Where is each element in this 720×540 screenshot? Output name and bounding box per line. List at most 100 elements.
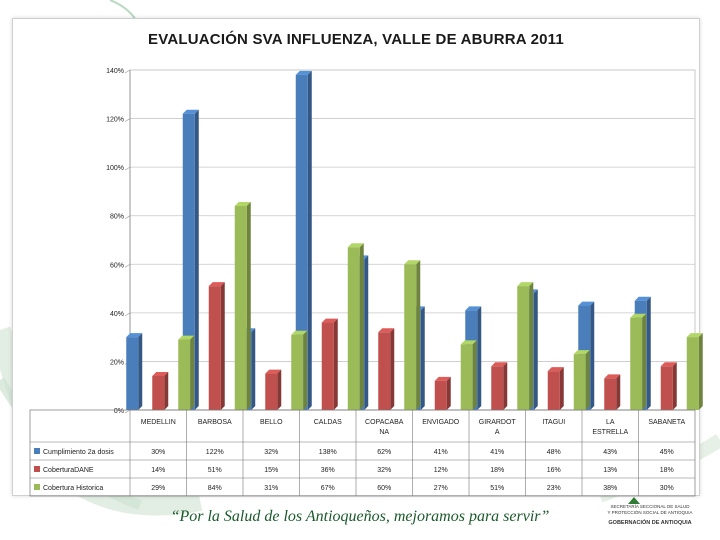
data-label: 30% [660,485,674,492]
data-label: 45% [660,449,674,456]
bar-top [630,313,647,318]
y-tick-mark [124,118,131,122]
bar-top [404,260,421,265]
bar-envigado-s2 [460,344,473,410]
logo-line-2: Y PROTECCIÓN SOCIAL DE ANTIOQUIA [607,510,693,515]
bar-caldas-s2 [347,247,360,410]
bar-side [646,296,651,410]
x-tick-label: BARBOSA [198,419,232,426]
data-label: 27% [434,485,448,492]
data-label: 31% [264,485,278,492]
data-label: 32% [264,449,278,456]
x-tick-label: SABANETA [648,419,685,426]
bar-side [190,335,195,410]
bar-bello-s2 [291,334,304,410]
y-tick-label: 140% [106,68,124,75]
legend-swatch [34,448,40,454]
data-label: 48% [547,449,561,456]
y-tick-mark [124,166,131,171]
bar-side [585,350,590,410]
data-table-frame [29,409,696,497]
bar-top [604,374,621,379]
bar-top [234,202,251,206]
legend-swatch [34,466,40,472]
bar-sabaneta-s2 [686,337,699,410]
bar-top [208,282,225,287]
bar-top [573,350,590,355]
data-label: 41% [434,449,448,456]
bar-top [126,333,143,338]
data-label: 14% [151,467,165,474]
bar-top [182,109,199,114]
x-tick-label: A [495,429,500,436]
bar-top [434,376,451,381]
data-label: 138% [319,449,337,456]
bar-caldas-s0 [295,74,308,410]
y-tick-label: 40% [110,311,124,318]
data-label: 18% [490,467,504,474]
legend-label: CoberturaDANE [43,467,94,474]
bar-side [359,243,364,410]
y-tick-label: 20% [110,359,124,366]
y-tick-label: 100% [106,165,124,172]
bar-side [616,374,621,410]
y-tick-label: 0% [114,408,124,415]
data-label: 15% [264,467,278,474]
bar-side [446,376,451,410]
bar-side [194,109,199,410]
x-tick-label: COPACABA [365,419,404,426]
x-tick-label: NA [379,429,389,436]
data-label: 36% [321,467,335,474]
x-tick-label: MEDELLIN [141,419,176,426]
legend-label: Cobertura Historica [43,485,103,492]
data-label: 51% [490,485,504,492]
bar-girardota-s1 [491,366,504,410]
bar-bello-s1 [265,373,278,410]
footer-slogan: “Por la Salud de los Antioqueños, mejora… [170,508,550,525]
bar-side [246,202,251,410]
bar-top [686,333,703,338]
bar-sabaneta-s1 [660,366,673,410]
x-tick-label: ENVIGADO [422,419,460,426]
chart-title: EVALUACIÓN SVA INFLUENZA, VALLE DE ABURR… [148,31,564,48]
data-label: 60% [377,485,391,492]
bar-medellin-s2 [178,339,191,410]
bar-side [590,301,595,410]
data-label: 16% [547,467,561,474]
bar-top [660,362,677,367]
bar-side [390,328,395,410]
bar-side [533,289,538,410]
bar-side [672,362,677,410]
x-tick-label: GIRARDOT [479,419,517,426]
bar-itagui-s1 [547,371,560,410]
bar-copacabana-s2 [404,264,417,410]
y-tick-mark [124,215,131,219]
bar-envigado-s1 [434,380,447,410]
data-label: 12% [434,467,448,474]
bar-top [178,335,195,340]
bar-top [465,306,482,311]
bar-side [416,260,421,410]
bar-top [265,369,282,374]
bar-side [698,333,703,410]
bar-side [642,313,647,410]
data-label: 67% [321,485,335,492]
bar-la-estrella-s2 [630,317,643,410]
legend-swatch [34,484,40,490]
y-tick-mark [124,409,131,414]
bar-side [472,340,477,410]
data-label: 122% [206,449,224,456]
y-tick-label: 80% [110,214,124,221]
data-label: 62% [377,449,391,456]
data-label: 32% [377,467,391,474]
bar-top [347,243,364,248]
bar-side [307,70,312,410]
bar-top [547,367,564,372]
y-tick-mark [124,264,131,268]
data-label: 84% [208,485,222,492]
logo-line-3: GOBERNACIÓN DE ANTIOQUIA [608,520,692,526]
bar-caldas-s1 [321,322,334,410]
y-tick-mark [124,312,131,317]
x-tick-label: ESTRELLA [592,429,628,436]
bar-copacabana-s1 [378,332,391,410]
